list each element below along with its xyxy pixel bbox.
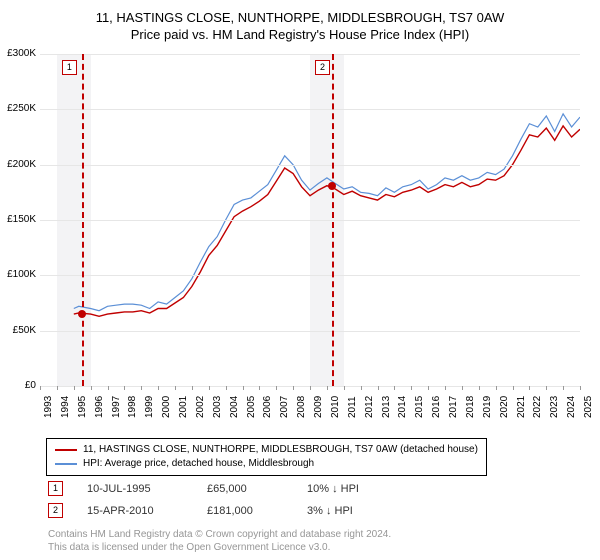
y-tick-label: £200K [0,159,36,170]
legend-swatch-blue [55,463,77,465]
x-tick-label: 2005 [246,396,257,418]
x-tick-label: 2006 [262,396,273,418]
chart-marker-box: 1 [62,60,77,75]
x-tick-label: 2007 [279,396,290,418]
legend-swatch-red [55,449,77,451]
sale-pct-2: 3% ↓ HPI [307,505,353,517]
x-tick-label: 2018 [465,396,476,418]
legend-row-blue: HPI: Average price, detached house, Midd… [55,457,478,471]
x-tick-label: 2014 [397,396,408,418]
x-tick-label: 2009 [313,396,324,418]
x-tick-label: 2003 [212,396,223,418]
x-tick-label: 2012 [364,396,375,418]
x-tick-label: 1993 [43,396,54,418]
x-tick-label: 2004 [229,396,240,418]
x-tick-label: 2020 [499,396,510,418]
x-tick-label: 2023 [549,396,560,418]
y-tick-label: £150K [0,214,36,225]
license-line-1: Contains HM Land Registry data © Crown c… [48,528,391,541]
x-tick-label: 2017 [448,396,459,418]
sale-row-1: 1 10-JUL-1995 £65,000 10% ↓ HPI [48,481,359,496]
x-tick-label: 2015 [414,396,425,418]
y-tick-label: £250K [0,103,36,114]
y-tick-label: £50K [0,325,36,336]
license-line-2: This data is licensed under the Open Gov… [48,541,330,554]
x-tick-label: 1998 [127,396,138,418]
y-tick-label: £300K [0,48,36,59]
sale-row-2: 2 15-APR-2010 £181,000 3% ↓ HPI [48,503,353,518]
sale-marker-1: 1 [48,481,63,496]
chart-marker-box: 2 [315,60,330,75]
x-tick-label: 2011 [347,396,358,418]
x-tick-label: 1995 [77,396,88,418]
legend-box: 11, HASTINGS CLOSE, NUNTHORPE, MIDDLESBR… [46,438,487,476]
title-main: 11, HASTINGS CLOSE, NUNTHORPE, MIDDLESBR… [0,10,600,25]
sale-pct-1: 10% ↓ HPI [307,483,359,495]
sale-date-1: 10-JUL-1995 [87,483,207,495]
sale-price-1: £65,000 [207,483,307,495]
x-tick-label: 2013 [381,396,392,418]
x-tick-label: 1997 [111,396,122,418]
sale-date-2: 15-APR-2010 [87,505,207,517]
x-tick-label: 2002 [195,396,206,418]
x-tick-label: 1996 [94,396,105,418]
x-tick-label: 2010 [330,396,341,418]
plot-area: 12 [40,54,580,386]
x-tick-label: 2024 [566,396,577,418]
chart-container: 11, HASTINGS CLOSE, NUNTHORPE, MIDDLESBR… [0,0,600,560]
x-tick-label: 2021 [516,396,527,418]
x-tick-label: 1994 [60,396,71,418]
legend-label-red: 11, HASTINGS CLOSE, NUNTHORPE, MIDDLESBR… [83,443,478,457]
x-tick-label: 2008 [296,396,307,418]
x-tick-label: 2019 [482,396,493,418]
x-tick-label: 2001 [178,396,189,418]
y-tick-label: £0 [0,380,36,391]
x-tick-label: 2016 [431,396,442,418]
chart-marker-dot [328,182,336,190]
legend-row-red: 11, HASTINGS CLOSE, NUNTHORPE, MIDDLESBR… [55,443,478,457]
y-tick-label: £100K [0,269,36,280]
sale-marker-2: 2 [48,503,63,518]
x-tick-label: 1999 [144,396,155,418]
x-tick-label: 2025 [583,396,594,418]
sale-price-2: £181,000 [207,505,307,517]
legend-label-blue: HPI: Average price, detached house, Midd… [83,457,314,471]
title-sub: Price paid vs. HM Land Registry's House … [0,27,600,42]
x-tick-label: 2022 [532,396,543,418]
x-tick-label: 2000 [161,396,172,418]
